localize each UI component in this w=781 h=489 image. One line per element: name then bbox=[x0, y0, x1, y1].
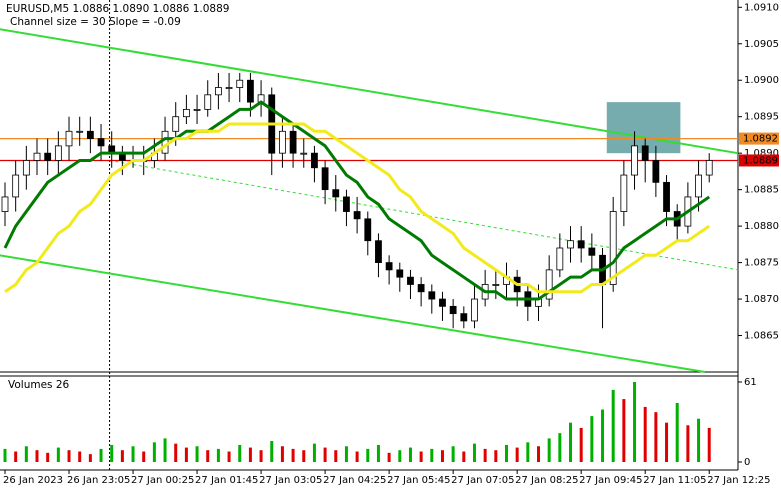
candle-body bbox=[182, 109, 190, 118]
price-level-label: 1.0892 bbox=[743, 134, 778, 145]
candle-body bbox=[652, 160, 660, 183]
y-tick-label: 1.0880 bbox=[744, 221, 779, 232]
candle-body bbox=[193, 109, 201, 111]
price-level-box bbox=[739, 132, 779, 145]
zone bbox=[606, 102, 681, 154]
price-level-label: 1.0889 bbox=[743, 155, 778, 166]
candle-body bbox=[588, 247, 596, 256]
volumes-title: Volumes 26 bbox=[8, 379, 70, 391]
candle-body bbox=[214, 87, 222, 96]
y-tick-label: 1.0865 bbox=[744, 331, 779, 342]
candle-body bbox=[556, 247, 564, 271]
candle-body bbox=[332, 189, 340, 198]
volume-tick-label: 61 bbox=[744, 377, 757, 388]
candle-body bbox=[86, 130, 94, 139]
y-tick-label: 1.0910 bbox=[744, 2, 779, 13]
candle-body bbox=[641, 145, 649, 161]
candle-body bbox=[172, 116, 180, 132]
candle-body bbox=[321, 167, 329, 191]
candle-body bbox=[76, 130, 84, 133]
x-tick-label: 27 Jan 03:05 bbox=[259, 475, 322, 486]
candle-body bbox=[663, 181, 670, 212]
candle-body bbox=[439, 298, 446, 307]
candle-body bbox=[631, 145, 638, 176]
candle-body bbox=[492, 284, 500, 286]
x-tick-label: 27 Jan 08:25 bbox=[515, 475, 578, 486]
candle-body bbox=[279, 130, 286, 154]
y-tick-label: 1.0885 bbox=[744, 185, 779, 196]
candle-body bbox=[161, 130, 169, 154]
x-tick-label: 27 Jan 11:05 bbox=[643, 475, 706, 486]
candle-body bbox=[396, 269, 404, 278]
candle-body bbox=[567, 240, 574, 249]
x-tick-label: 27 Jan 05:45 bbox=[387, 475, 450, 486]
moving-average bbox=[4, 122, 711, 294]
candle-body bbox=[1, 196, 9, 212]
candle-body bbox=[364, 218, 372, 242]
indicator-label: Channel size = 30 Slope = -0.09 bbox=[10, 16, 181, 28]
candle-body bbox=[449, 305, 457, 315]
x-tick-label: 27 Jan 00:25 bbox=[131, 475, 194, 486]
candle-body bbox=[236, 79, 244, 88]
candle-body bbox=[204, 94, 212, 110]
candle-body bbox=[407, 276, 414, 285]
y-tick-label: 1.0875 bbox=[744, 258, 779, 269]
channel-middle bbox=[109, 159, 739, 271]
candle-body bbox=[54, 145, 62, 161]
y-tick-label: 1.0870 bbox=[744, 294, 779, 305]
candle-body bbox=[97, 138, 105, 147]
candle-body bbox=[225, 87, 233, 89]
candle-body bbox=[460, 313, 468, 322]
candle-body bbox=[12, 174, 20, 198]
x-tick-label: 27 Jan 01:45 bbox=[195, 475, 258, 486]
y-tick-label: 1.0895 bbox=[744, 112, 779, 123]
y-tick-label: 1.0890 bbox=[744, 148, 779, 159]
volume-tick-label: 0 bbox=[744, 457, 750, 468]
price-level-box bbox=[739, 154, 779, 167]
candle-body bbox=[22, 160, 30, 176]
candle-body bbox=[705, 160, 713, 176]
candle-body bbox=[375, 240, 382, 263]
candle-body bbox=[247, 79, 254, 103]
symbol-line: EURUSD,M5 1.0886 1.0890 1.0886 1.0889 bbox=[6, 3, 229, 15]
candle-body bbox=[343, 196, 350, 212]
candle-body bbox=[471, 298, 478, 322]
y-tick-label: 1.0905 bbox=[744, 39, 779, 50]
moving-average bbox=[3, 100, 711, 301]
candle-body bbox=[577, 240, 585, 249]
candle-body bbox=[65, 130, 73, 147]
candle-body bbox=[545, 269, 553, 300]
candle-body bbox=[428, 291, 436, 300]
x-tick-label: 27 Jan 12:25 bbox=[707, 475, 770, 486]
candle-body bbox=[311, 152, 318, 169]
channel-upper bbox=[0, 28, 739, 155]
x-tick-label: 26 Jan 23:05 bbox=[67, 475, 130, 486]
channel-lower bbox=[0, 254, 706, 373]
candle-body bbox=[44, 152, 52, 161]
x-tick-label: 26 Jan 2023 bbox=[3, 475, 63, 486]
candle-body bbox=[695, 174, 702, 198]
y-tick-label: 1.0900 bbox=[744, 75, 779, 86]
candle-body bbox=[300, 152, 308, 155]
candle-body bbox=[385, 262, 393, 271]
candle-body bbox=[353, 211, 361, 220]
x-tick-label: 27 Jan 09:45 bbox=[579, 475, 642, 486]
x-tick-label: 27 Jan 07:05 bbox=[451, 475, 514, 486]
candle-body bbox=[417, 284, 425, 293]
x-tick-label: 27 Jan 04:25 bbox=[323, 475, 386, 486]
candle-body bbox=[620, 174, 628, 212]
candle-body bbox=[609, 211, 617, 285]
candle-body bbox=[33, 152, 41, 161]
candle-body bbox=[289, 130, 297, 154]
